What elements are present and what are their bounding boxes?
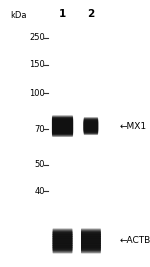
FancyBboxPatch shape bbox=[53, 236, 72, 241]
FancyBboxPatch shape bbox=[81, 232, 101, 237]
FancyBboxPatch shape bbox=[52, 119, 73, 126]
FancyBboxPatch shape bbox=[81, 229, 101, 233]
Text: ←MX1: ←MX1 bbox=[120, 122, 147, 131]
FancyBboxPatch shape bbox=[53, 230, 72, 235]
FancyBboxPatch shape bbox=[53, 247, 72, 252]
Text: 70: 70 bbox=[34, 124, 45, 134]
FancyBboxPatch shape bbox=[52, 125, 73, 132]
FancyBboxPatch shape bbox=[81, 239, 101, 244]
FancyBboxPatch shape bbox=[53, 239, 72, 244]
FancyBboxPatch shape bbox=[81, 236, 101, 241]
FancyBboxPatch shape bbox=[84, 125, 98, 131]
FancyBboxPatch shape bbox=[81, 247, 101, 252]
FancyBboxPatch shape bbox=[84, 120, 98, 127]
FancyBboxPatch shape bbox=[84, 123, 98, 129]
FancyBboxPatch shape bbox=[53, 241, 72, 246]
FancyBboxPatch shape bbox=[84, 129, 98, 135]
FancyBboxPatch shape bbox=[81, 238, 101, 242]
FancyBboxPatch shape bbox=[53, 245, 72, 250]
FancyBboxPatch shape bbox=[52, 126, 73, 133]
FancyBboxPatch shape bbox=[52, 118, 73, 125]
Text: kDa: kDa bbox=[10, 11, 27, 20]
Text: 40: 40 bbox=[34, 187, 45, 196]
FancyBboxPatch shape bbox=[81, 230, 101, 235]
Text: ←ACTB: ←ACTB bbox=[120, 237, 150, 245]
Text: 250: 250 bbox=[29, 33, 45, 42]
FancyBboxPatch shape bbox=[53, 238, 72, 242]
FancyBboxPatch shape bbox=[52, 121, 73, 128]
FancyBboxPatch shape bbox=[53, 243, 72, 248]
FancyBboxPatch shape bbox=[81, 243, 101, 248]
Text: 50: 50 bbox=[34, 160, 45, 169]
FancyBboxPatch shape bbox=[52, 116, 73, 122]
FancyBboxPatch shape bbox=[52, 130, 73, 137]
FancyBboxPatch shape bbox=[52, 117, 73, 124]
FancyBboxPatch shape bbox=[84, 119, 98, 125]
FancyBboxPatch shape bbox=[52, 122, 73, 129]
Text: 100: 100 bbox=[29, 89, 45, 98]
FancyBboxPatch shape bbox=[53, 232, 72, 237]
FancyBboxPatch shape bbox=[81, 249, 101, 253]
FancyBboxPatch shape bbox=[84, 124, 98, 130]
FancyBboxPatch shape bbox=[84, 127, 98, 133]
FancyBboxPatch shape bbox=[84, 126, 98, 132]
FancyBboxPatch shape bbox=[81, 234, 101, 239]
FancyBboxPatch shape bbox=[53, 229, 72, 233]
Text: 1: 1 bbox=[59, 9, 66, 19]
FancyBboxPatch shape bbox=[84, 128, 98, 134]
FancyBboxPatch shape bbox=[52, 123, 73, 130]
FancyBboxPatch shape bbox=[84, 121, 98, 128]
FancyBboxPatch shape bbox=[53, 234, 72, 239]
FancyBboxPatch shape bbox=[81, 241, 101, 246]
FancyBboxPatch shape bbox=[84, 117, 98, 123]
Text: 150: 150 bbox=[29, 60, 45, 69]
FancyBboxPatch shape bbox=[52, 129, 73, 135]
FancyBboxPatch shape bbox=[84, 118, 98, 124]
FancyBboxPatch shape bbox=[81, 245, 101, 250]
FancyBboxPatch shape bbox=[53, 249, 72, 253]
Text: 2: 2 bbox=[87, 9, 94, 19]
FancyBboxPatch shape bbox=[52, 127, 73, 134]
